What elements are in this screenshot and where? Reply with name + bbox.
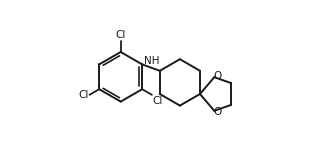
Text: NH: NH xyxy=(144,56,160,66)
Text: Cl: Cl xyxy=(116,29,126,40)
Text: Cl: Cl xyxy=(78,90,89,100)
Text: O: O xyxy=(214,107,222,117)
Text: O: O xyxy=(214,71,222,81)
Text: Cl: Cl xyxy=(153,96,163,106)
